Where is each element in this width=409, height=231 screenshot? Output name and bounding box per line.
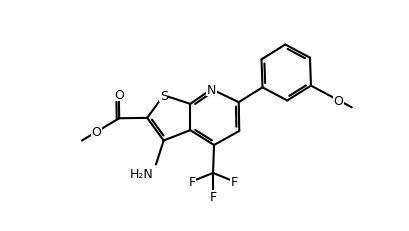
Text: N: N <box>207 83 216 96</box>
Text: H₂N: H₂N <box>130 167 154 180</box>
Text: O: O <box>91 126 101 139</box>
Text: F: F <box>189 175 196 188</box>
Text: F: F <box>209 190 217 203</box>
Text: F: F <box>231 175 238 188</box>
Text: O: O <box>334 94 344 107</box>
Text: O: O <box>114 88 124 101</box>
Text: S: S <box>160 89 168 102</box>
